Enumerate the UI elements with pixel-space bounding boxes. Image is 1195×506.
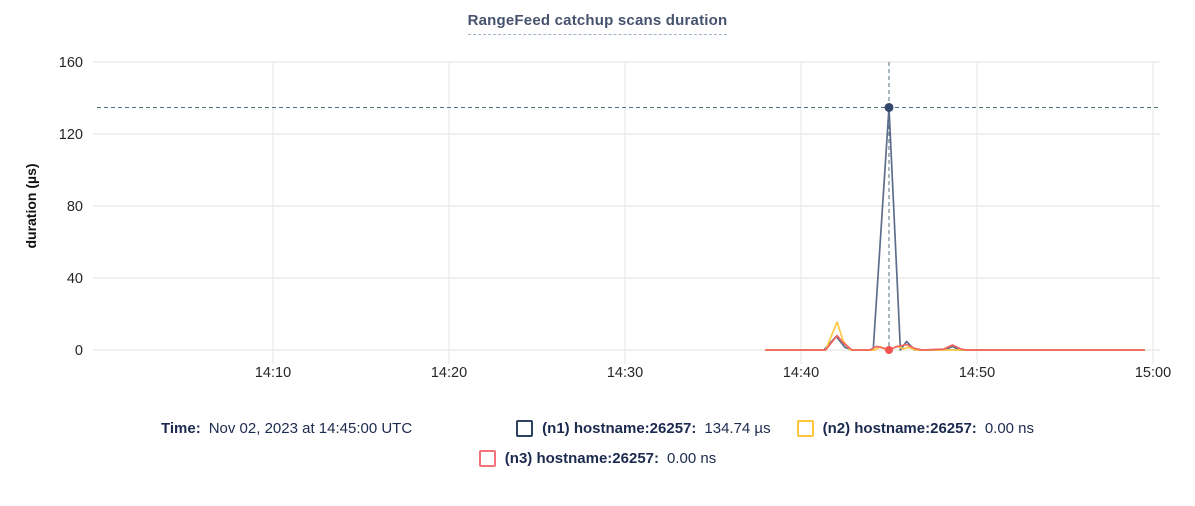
chart-legend: Time: Nov 02, 2023 at 14:45:00 UTC (n1) … [0,420,1195,467]
x-tick-label: 14:20 [431,365,467,381]
series-line-n3 [764,334,1146,351]
legend-item-n2[interactable]: (n2) hostname:26257: 0.00 ns [796,420,1035,437]
legend-item-n3[interactable]: (n3) hostname:26257: 0.00 ns [478,450,717,467]
y-tick-label: 80 [67,199,83,215]
series-n1-checkbox[interactable] [516,420,534,437]
x-tick-label: 14:50 [959,365,995,381]
chart-title[interactable]: RangeFeed catchup scans duration [467,12,728,35]
hover-dot-2 [885,346,893,354]
legend-item-n2-value: 0.00 ns [984,420,1035,437]
legend-item-n1[interactable]: (n1) hostname:26257: 134.74 µs [516,420,771,437]
x-tick-label: 14:30 [607,365,643,381]
legend-row-2: (n3) hostname:26257: 0.00 ns [478,450,717,467]
legend-item-n1-label: (n1) hostname:26257: [542,420,697,437]
hover-time-label: Time: [160,420,201,437]
y-tick-label: 40 [67,271,83,287]
legend-item-n3-value: 0.00 ns [667,450,717,467]
chart-title-wrap: RangeFeed catchup scans duration [0,12,1195,35]
series-n3-checkbox[interactable] [478,450,496,467]
legend-row-1: Time: Nov 02, 2023 at 14:45:00 UTC (n1) … [161,420,1034,437]
legend-item-n3-label: (n3) hostname:26257: [504,450,659,467]
legend-item-n1-value: 134.74 µs [704,420,771,437]
y-tick-label: 160 [59,55,83,71]
y-tick-label: 0 [75,343,83,359]
x-tick-label: 14:40 [783,365,819,381]
series-line-n1 [764,106,1146,351]
hover-time-value: Nov 02, 2023 at 14:45:00 UTC [208,420,413,437]
x-tick-label: 14:10 [255,365,291,381]
series-n2-checkbox[interactable] [796,420,814,437]
legend-item-n2-label: (n2) hostname:26257: [822,420,977,437]
y-tick-label: 120 [59,127,83,143]
x-tick-label: 15:00 [1135,365,1171,381]
line-chart-canvas[interactable]: 0 40 80 120 160 14:10 14:20 14:30 14:40 14:50 15:0… [0,0,1195,400]
y-axis-title: duration (µs) [23,163,39,248]
hover-time: Time: Nov 02, 2023 at 14:45:00 UTC [161,420,412,437]
hover-dot-1 [884,102,894,112]
